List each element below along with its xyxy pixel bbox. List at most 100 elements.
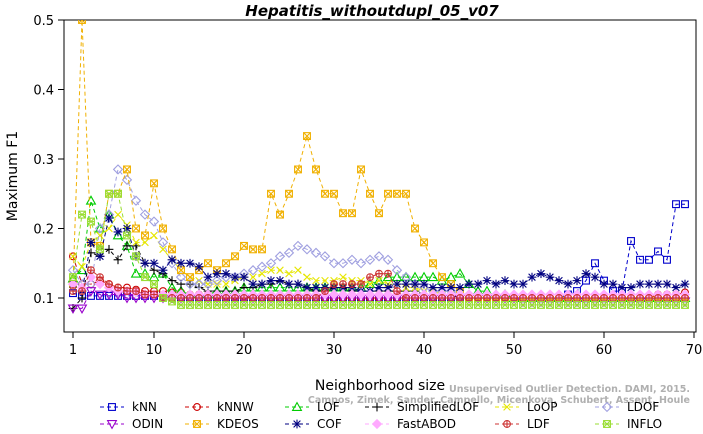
data-point — [528, 294, 536, 302]
data-point — [373, 289, 385, 300]
data-point — [123, 165, 131, 174]
legend-label: FastABOD — [397, 417, 456, 431]
data-point — [168, 297, 176, 306]
data-point — [473, 279, 483, 289]
data-point — [176, 258, 186, 268]
data-point — [681, 294, 689, 302]
plot-area — [67, 20, 691, 314]
data-point — [618, 300, 626, 309]
plot-frame — [63, 19, 697, 333]
data-point — [339, 273, 347, 281]
data-point — [130, 268, 142, 278]
data-point — [618, 294, 626, 302]
data-point — [653, 279, 663, 289]
data-point — [330, 280, 338, 289]
series-kdeos — [69, 20, 689, 302]
data-point — [248, 279, 258, 289]
data-point — [141, 273, 149, 282]
data-point — [158, 265, 168, 275]
data-point — [294, 266, 302, 274]
data-point — [447, 300, 455, 309]
legend-label: LDOF — [627, 400, 659, 414]
data-point — [94, 290, 106, 301]
data-point — [177, 294, 185, 302]
data-point — [294, 165, 302, 174]
data-point — [321, 276, 329, 285]
data-point — [167, 255, 177, 265]
data-point — [186, 300, 194, 309]
data-point — [337, 289, 349, 300]
data-point — [337, 258, 349, 269]
data-point — [303, 294, 311, 302]
data-point — [382, 254, 394, 265]
data-point — [122, 224, 132, 233]
data-point — [438, 273, 446, 282]
data-point — [312, 300, 320, 309]
data-point — [122, 241, 132, 251]
data-point — [366, 189, 374, 198]
data-point — [393, 189, 401, 198]
data-point — [663, 294, 671, 302]
data-point — [599, 279, 609, 289]
data-point — [401, 279, 411, 289]
data-point — [276, 266, 284, 274]
data-point — [85, 278, 97, 290]
x-tick-label: 20 — [236, 343, 253, 358]
data-point — [348, 300, 356, 309]
data-point — [402, 300, 410, 309]
data-point — [429, 300, 437, 309]
data-point — [195, 294, 203, 302]
data-point — [186, 294, 194, 302]
data-point — [104, 213, 114, 223]
data-point — [294, 294, 302, 302]
legend-item-knnw: kNNW — [185, 400, 254, 414]
data-point — [672, 300, 680, 309]
data-point — [645, 300, 653, 309]
data-point — [257, 279, 267, 289]
data-point — [96, 245, 104, 254]
watermark-line-2: Campos, Zimek, Sander, Campello, Micenko… — [308, 395, 690, 406]
legend-item-fastabod: FastABOD — [365, 417, 456, 431]
data-point — [366, 273, 374, 282]
data-point — [382, 289, 394, 300]
data-point — [94, 223, 106, 234]
data-point — [680, 279, 690, 289]
data-point — [420, 238, 428, 247]
data-point — [375, 276, 383, 285]
data-point — [328, 258, 340, 269]
x-tick-label: 70 — [686, 343, 703, 358]
data-point — [123, 287, 131, 295]
legend-label: KDEOS — [217, 417, 259, 431]
series-line — [72, 20, 685, 299]
data-point — [150, 290, 158, 299]
data-point — [149, 258, 159, 268]
data-point — [427, 271, 439, 282]
data-point — [213, 280, 221, 288]
data-point — [76, 304, 88, 314]
watermark-line-1: Unsupervised Outlier Detection. DAMI, 20… — [449, 384, 690, 395]
data-point — [267, 266, 275, 274]
data-point — [600, 294, 608, 302]
y-tick-label: 0.3 — [33, 153, 54, 168]
data-point — [393, 287, 401, 295]
data-point — [87, 291, 95, 300]
legend-item-ldof: LDOF — [595, 400, 659, 414]
data-point — [591, 300, 599, 309]
data-point — [94, 278, 106, 290]
data-point — [240, 241, 248, 250]
data-point — [212, 269, 222, 279]
data-point — [510, 294, 518, 302]
data-point — [546, 294, 554, 302]
data-point — [375, 209, 383, 218]
legend-item-knn: kNN — [100, 400, 157, 414]
data-point — [239, 272, 249, 282]
data-point — [249, 245, 257, 254]
data-point — [222, 294, 230, 302]
legend-label: kNN — [132, 400, 157, 414]
data-point — [220, 271, 232, 283]
legend-label: INFLO — [627, 417, 662, 431]
data-point — [391, 265, 403, 276]
data-point — [346, 289, 358, 300]
data-point — [292, 240, 304, 252]
y-tick-label: 0.1 — [33, 292, 54, 307]
